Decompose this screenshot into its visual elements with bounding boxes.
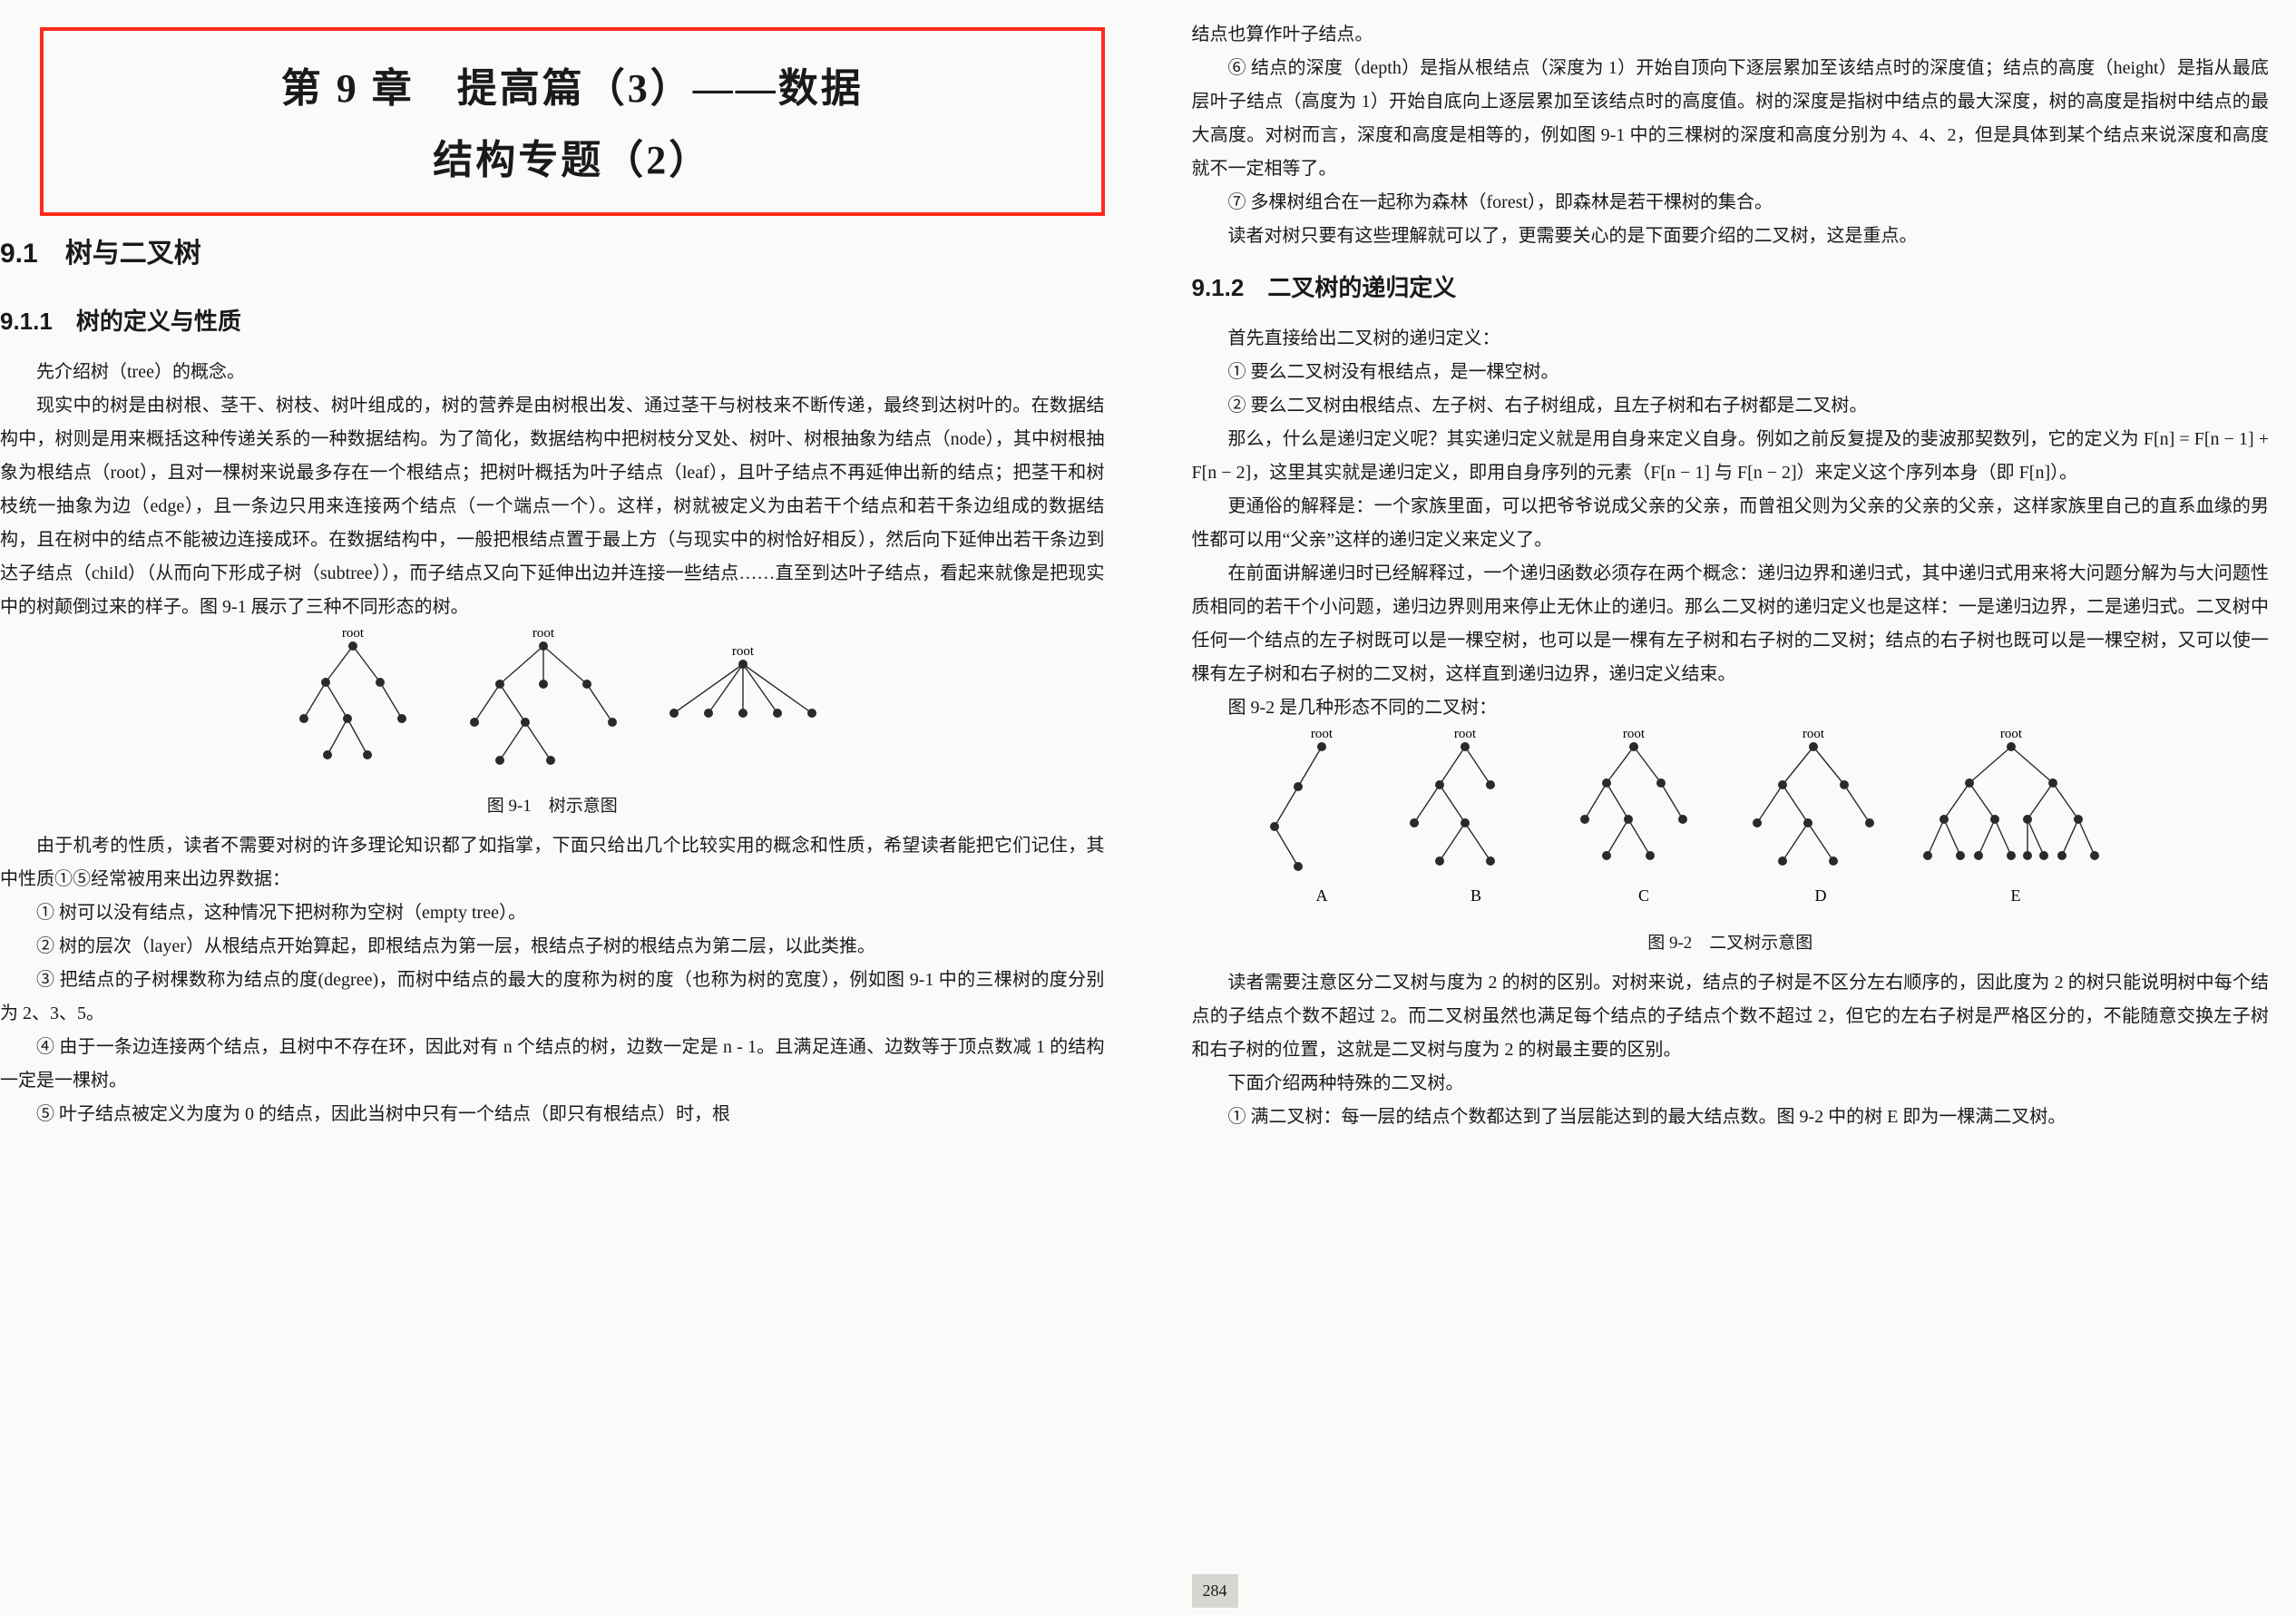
chapter-title-line2: 结构专题（2）: [98, 124, 1047, 196]
svg-text:root: root: [1803, 730, 1825, 741]
svg-text:root: root: [2000, 730, 2023, 741]
fig92-intro: 图 9-2 是几种形态不同的二叉树：: [1192, 691, 2270, 725]
svg-text:root: root: [732, 644, 755, 659]
page-left: 第 9 章 提高篇（3）——数据 结构专题（2） 9.1 树与二叉树 9.1.1…: [0, 0, 1148, 1615]
tree-concept-paragraph: 现实中的树是由树根、茎干、树枝、树叶组成的，树的营养是由树根出发、通过茎干与树枝…: [0, 389, 1105, 624]
svg-text:C: C: [1638, 886, 1649, 905]
recursive-def-2: ② 要么二叉树由根结点、左子树、右子树组成，且左子树和右子树都是二叉树。: [1192, 389, 2270, 423]
figure-9-1: root root root: [0, 630, 1105, 787]
special-bt-intro: 下面介绍两种特殊的二叉树。: [1192, 1067, 2270, 1101]
page-right: 结点也算作叶子结点。 ⑥ 结点的深度（depth）是指从根结点（深度为 1）开始…: [1148, 0, 2296, 1615]
page-number: 284: [1192, 1574, 1238, 1608]
list-item-2: ② 树的层次（layer）从根结点开始算起，即根结点为第一层，根结点子树的根结点…: [0, 930, 1105, 964]
section-9-1-1-heading: 9.1.1 树的定义与性质: [0, 299, 1105, 343]
list-item-7: ⑦ 多棵树组合在一起称为森林（forest），即森林是若干棵树的集合。: [1192, 186, 2270, 220]
list-item-5: ⑤ 叶子结点被定义为度为 0 的结点，因此当树中只有一个结点（即只有根结点）时，…: [0, 1098, 1105, 1131]
svg-text:root: root: [1311, 730, 1334, 741]
reader-note: 读者对树只要有这些理解就可以了，更需要关心的是下面要介绍的二叉树，这是重点。: [1192, 220, 2270, 253]
continued-paragraph: 结点也算作叶子结点。: [1192, 18, 2270, 52]
svg-text:root: root: [1454, 730, 1477, 741]
list-item-1: ① 树可以没有结点，这种情况下把树称为空树（empty tree）。: [0, 896, 1105, 930]
after-fig91-paragraph: 由于机考的性质，读者不需要对树的许多理论知识都了如指掌，下面只给出几个比较实用的…: [0, 829, 1105, 896]
figure-9-2-caption: 图 9-2 二叉树示意图: [1192, 927, 2270, 959]
svg-text:A: A: [1316, 886, 1328, 905]
svg-text:D: D: [1815, 886, 1827, 905]
svg-text:root: root: [1623, 730, 1646, 741]
chapter-title-box: 第 9 章 提高篇（3）——数据 结构专题（2）: [40, 27, 1105, 216]
figure-9-1-caption: 图 9-1 树示意图: [0, 790, 1105, 822]
list-item-4: ④ 由于一条边连接两个结点，且树中不存在环，因此对有 n 个结点的树，边数一定是…: [0, 1031, 1105, 1098]
svg-text:E: E: [2011, 886, 2021, 905]
list-item-3: ③ 把结点的子树棵数称为结点的度(degree)，而树中结点的最大的度称为树的度…: [0, 964, 1105, 1031]
svg-text:B: B: [1470, 886, 1481, 905]
recursive-explain-3: 在前面讲解递归时已经解释过，一个递归函数必须存在两个概念：递归边界和递归式，其中…: [1192, 557, 2270, 691]
intro-paragraph: 先介绍树（tree）的概念。: [0, 356, 1105, 389]
section-9-1-heading: 9.1 树与二叉树: [0, 229, 1105, 279]
svg-text:root: root: [342, 630, 365, 641]
list-item-6: ⑥ 结点的深度（depth）是指从根结点（深度为 1）开始自顶向下逐层累加至该结…: [1192, 52, 2270, 186]
figure-9-2: root Aroot Broot Croot Droot E: [1192, 730, 2270, 924]
recursive-explain-2: 更通俗的解释是：一个家族里面，可以把爷爷说成父亲的父亲，而曾祖父则为父亲的父亲的…: [1192, 490, 2270, 557]
recursive-def-1: ① 要么二叉树没有根结点，是一棵空树。: [1192, 356, 2270, 389]
section-9-1-2-heading: 9.1.2 二叉树的递归定义: [1192, 266, 2270, 309]
recursive-explain-1: 那么，什么是递归定义呢？其实递归定义就是用自身来定义自身。例如之前反复提及的斐波…: [1192, 423, 2270, 490]
full-binary-tree: ① 满二叉树：每一层的结点个数都达到了当层能达到的最大结点数。图 9-2 中的树…: [1192, 1101, 2270, 1134]
svg-text:root: root: [532, 630, 555, 641]
chapter-title-line1: 第 9 章 提高篇（3）——数据: [98, 53, 1047, 124]
binary-vs-degree2: 读者需要注意区分二叉树与度为 2 的树的区别。对树来说，结点的子树是不区分左右顺…: [1192, 966, 2270, 1067]
recursive-def-intro: 首先直接给出二叉树的递归定义：: [1192, 322, 2270, 356]
